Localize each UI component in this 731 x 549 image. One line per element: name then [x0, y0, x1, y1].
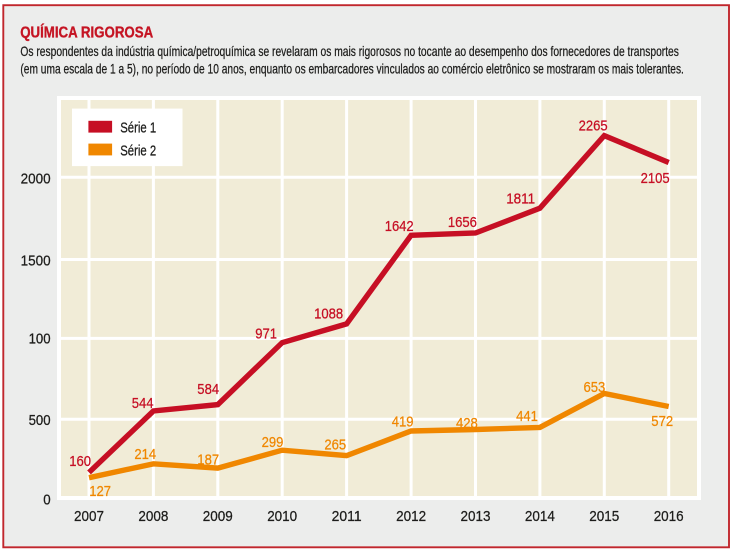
- svg-text:100: 100: [29, 331, 51, 348]
- svg-text:441: 441: [516, 408, 538, 425]
- svg-text:2009: 2009: [203, 508, 233, 525]
- svg-text:214: 214: [134, 446, 156, 463]
- svg-text:2010: 2010: [267, 508, 297, 525]
- svg-text:2015: 2015: [589, 508, 619, 525]
- svg-text:187: 187: [197, 451, 219, 468]
- svg-text:160: 160: [69, 453, 91, 470]
- svg-text:2016: 2016: [654, 508, 684, 525]
- svg-text:Série 1: Série 1: [120, 119, 156, 136]
- svg-text:544: 544: [132, 395, 154, 412]
- svg-text:2013: 2013: [461, 508, 491, 525]
- svg-text:1500: 1500: [21, 252, 51, 269]
- svg-text:2008: 2008: [138, 508, 168, 525]
- svg-text:2000: 2000: [21, 170, 51, 187]
- svg-text:Série 2: Série 2: [120, 142, 156, 159]
- svg-text:2012: 2012: [396, 508, 426, 525]
- svg-text:2014: 2014: [525, 508, 555, 525]
- svg-text:971: 971: [255, 325, 277, 342]
- svg-text:1088: 1088: [314, 306, 343, 323]
- svg-text:1642: 1642: [385, 218, 414, 235]
- svg-text:QUÍMICA RIGOROSA: QUÍMICA RIGOROSA: [20, 24, 153, 41]
- svg-text:1811: 1811: [506, 191, 535, 208]
- svg-text:0: 0: [43, 491, 50, 508]
- svg-text:Os respondentes da indústria q: Os respondentes da indústria química/pet…: [20, 44, 679, 59]
- svg-text:2011: 2011: [332, 508, 362, 525]
- svg-text:584: 584: [197, 381, 219, 398]
- svg-text:127: 127: [89, 483, 111, 500]
- svg-text:419: 419: [392, 414, 414, 431]
- svg-text:1656: 1656: [448, 214, 477, 231]
- svg-text:2007: 2007: [74, 508, 104, 525]
- svg-text:572: 572: [651, 413, 673, 430]
- svg-text:428: 428: [456, 415, 478, 432]
- svg-text:653: 653: [584, 379, 606, 396]
- svg-text:265: 265: [324, 436, 346, 453]
- svg-text:500: 500: [29, 412, 51, 429]
- svg-text:2105: 2105: [641, 170, 670, 187]
- svg-text:2265: 2265: [579, 118, 608, 135]
- svg-text:(em uma escala de 1 a 5), no p: (em uma escala de 1 a 5), no período de …: [20, 62, 684, 77]
- svg-text:299: 299: [262, 434, 284, 451]
